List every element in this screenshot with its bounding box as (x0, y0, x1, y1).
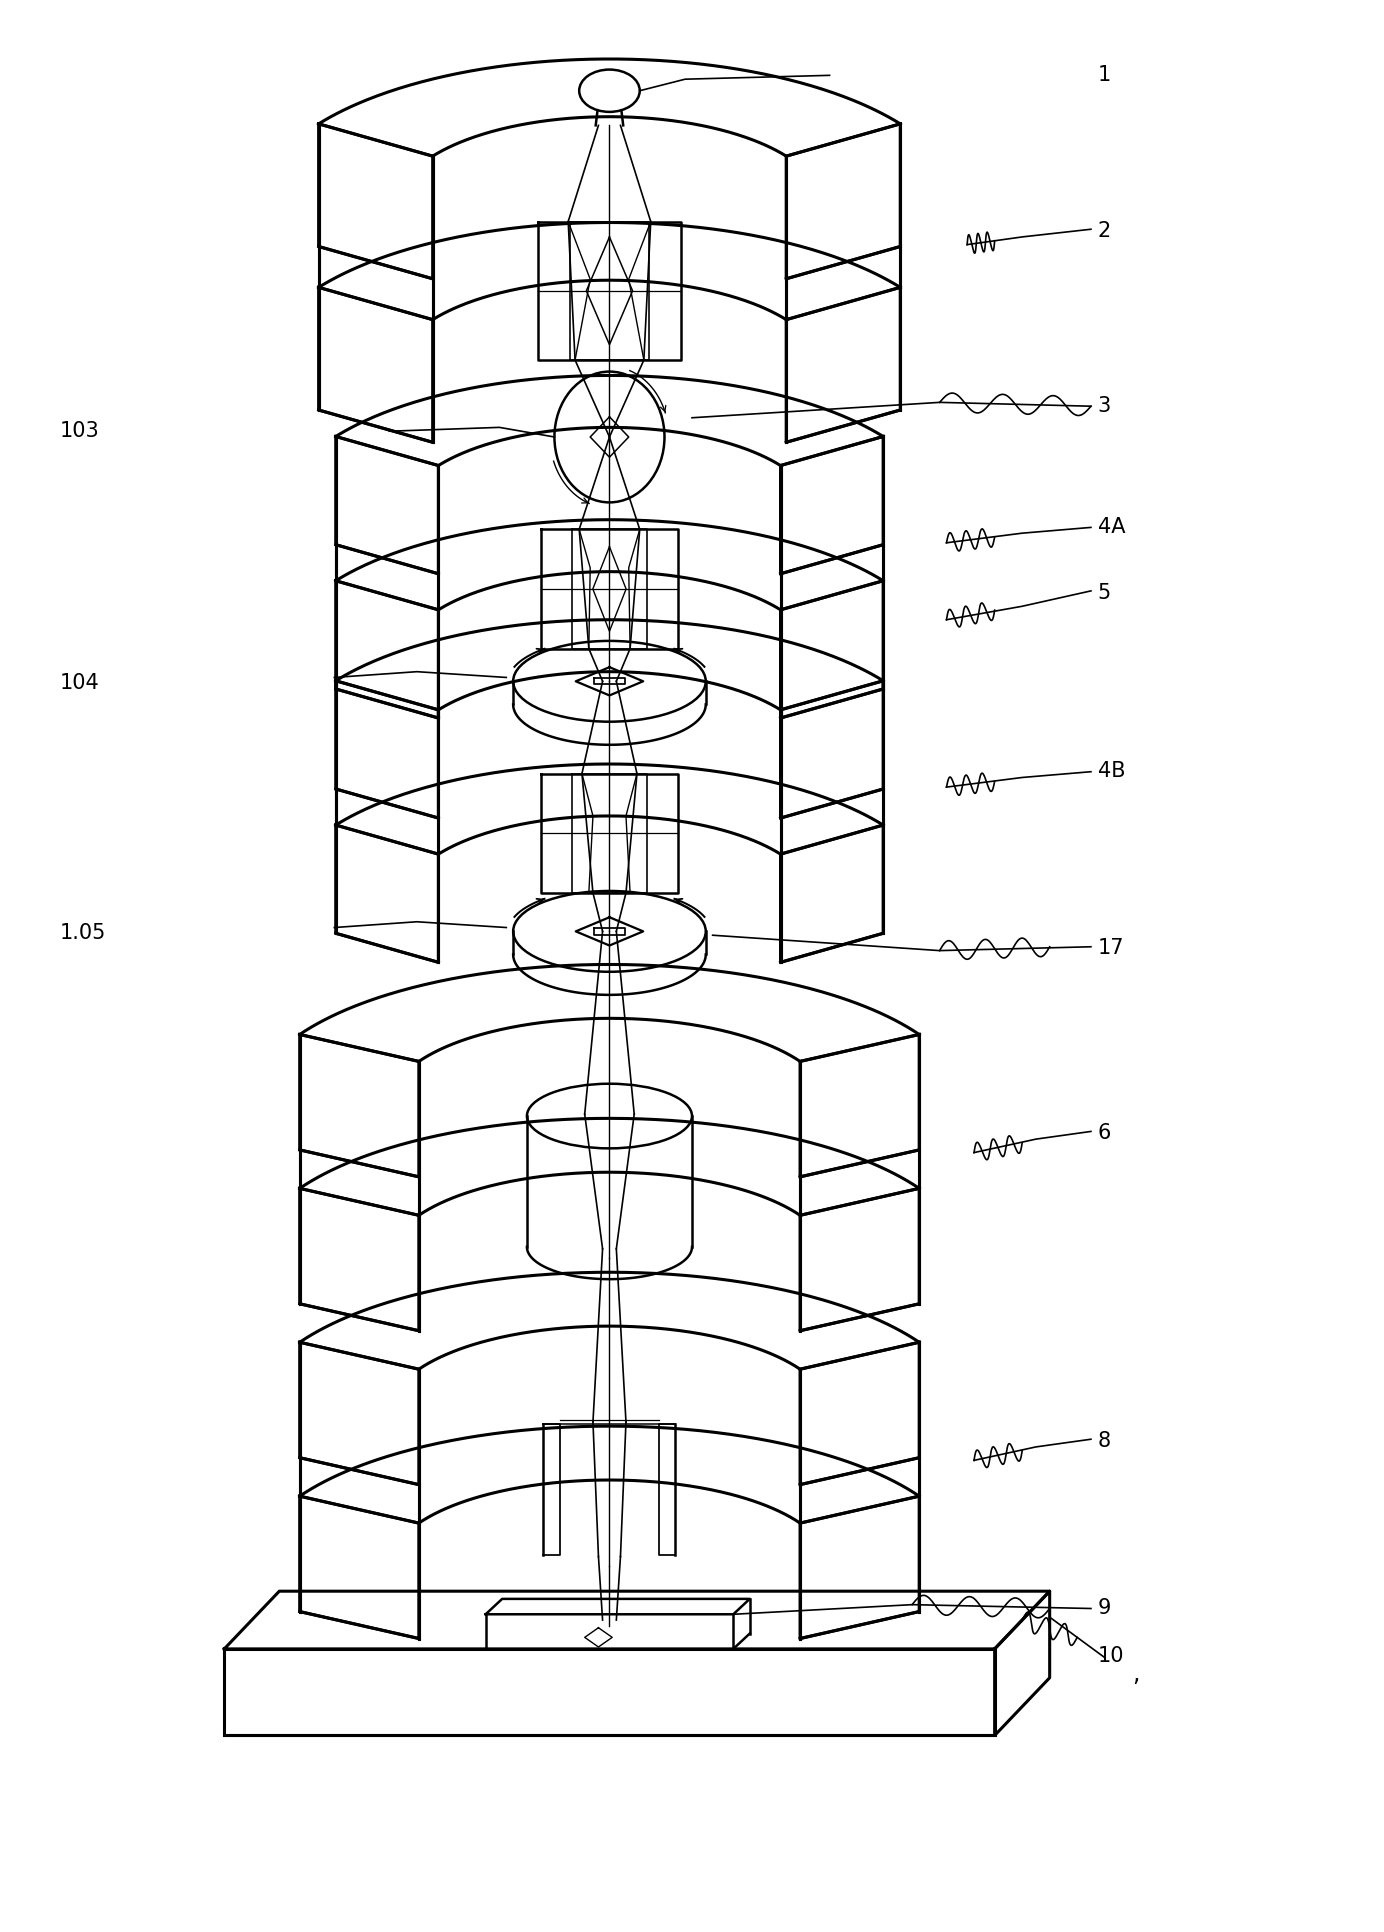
Text: 8: 8 (1098, 1432, 1111, 1451)
Text: 3: 3 (1098, 396, 1111, 415)
Text: 10: 10 (1098, 1646, 1124, 1665)
Text: 1.05: 1.05 (60, 923, 105, 943)
Text: 103: 103 (60, 421, 98, 440)
Text: 17: 17 (1098, 939, 1124, 958)
Text: 9: 9 (1098, 1598, 1111, 1619)
Text: 4B: 4B (1098, 761, 1125, 781)
Text: ,: , (1132, 1662, 1139, 1687)
Text: 5: 5 (1098, 583, 1111, 603)
Text: 4A: 4A (1098, 518, 1125, 537)
Text: 6: 6 (1098, 1122, 1111, 1144)
Text: 2: 2 (1098, 220, 1111, 242)
Text: 104: 104 (60, 672, 98, 694)
Text: 1: 1 (1098, 66, 1111, 85)
